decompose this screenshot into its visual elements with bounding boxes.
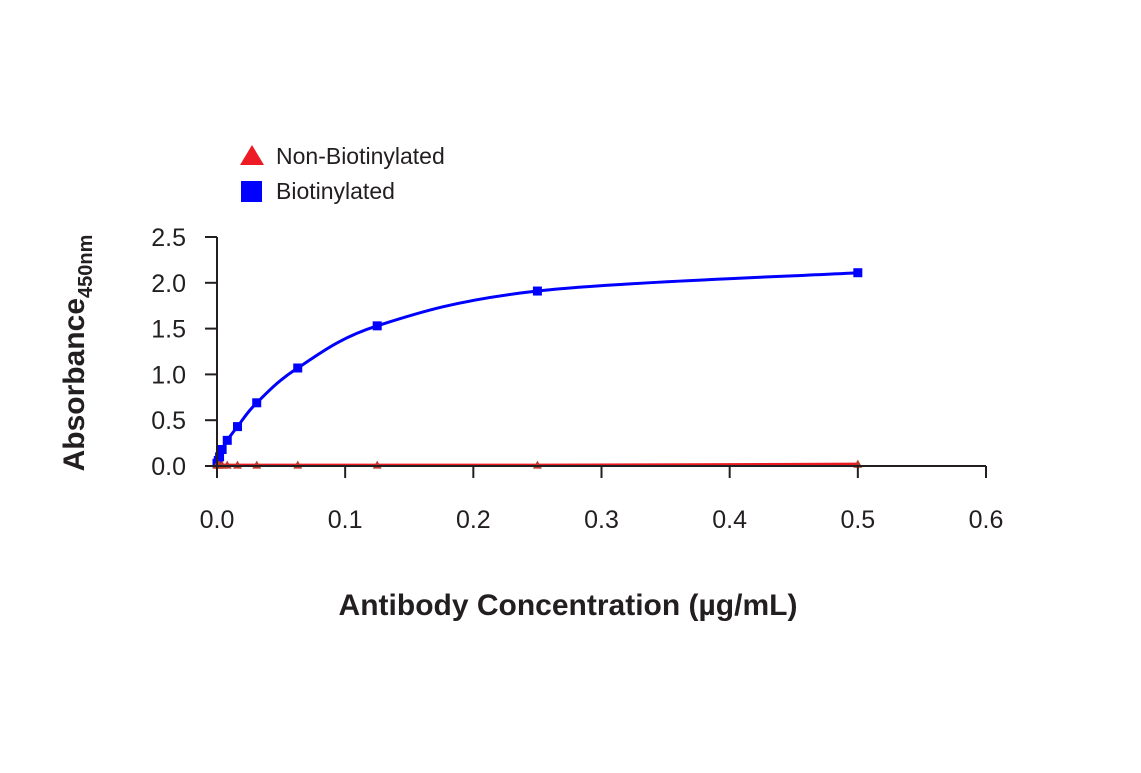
data-point-biotinylated — [853, 268, 863, 278]
x-tick-label: 0.0 — [200, 506, 235, 534]
x-tick-label: 0.4 — [712, 506, 747, 534]
y-axis-title: Absorbance450nm — [58, 235, 97, 472]
data-point-biotinylated — [293, 363, 303, 373]
data-point-biotinylated — [215, 452, 225, 462]
x-tick-label: 0.5 — [840, 506, 875, 534]
data-point-biotinylated — [372, 321, 382, 331]
y-axis-title-main: Absorbance — [58, 298, 91, 471]
y-axis-title-subscript: 450nm — [75, 235, 97, 298]
x-tick-label: 0.1 — [328, 506, 363, 534]
x-tick-label: 0.2 — [456, 506, 491, 534]
axes — [205, 236, 987, 478]
legend-marker-biotinylated — [241, 181, 262, 202]
data-point-biotinylated — [222, 435, 232, 445]
tick-labels: 0.0 0.1 0.2 0.3 0.4 0.5 0.6 0.0 0.5 1.0 1.5 2.0 2.5 — [151, 224, 1003, 534]
y-tick-label: 0.5 — [151, 407, 186, 435]
x-tick-label: 0.6 — [969, 506, 1004, 534]
data-point-biotinylated — [252, 398, 262, 408]
y-tick-label: 1.0 — [151, 361, 186, 389]
data-point-biotinylated — [217, 445, 227, 455]
series-markers — [212, 268, 863, 469]
legend-label-non-biotinylated: Non-Biotinylated — [276, 143, 445, 169]
legend-label-biotinylated: Biotinylated — [276, 178, 395, 204]
x-axis-title: Antibody Concentration (µg/mL) — [339, 589, 798, 622]
y-tick-label: 2.0 — [151, 270, 186, 298]
data-point-biotinylated — [532, 286, 542, 296]
data-point-biotinylated — [233, 422, 243, 432]
series-curves — [215, 271, 858, 467]
y-tick-label: 2.5 — [151, 224, 186, 252]
x-tick-label: 0.3 — [584, 506, 619, 534]
legend-marker-non-biotinylated — [240, 145, 264, 165]
legend: Non-Biotinylated Biotinylated — [240, 143, 445, 204]
y-tick-label: 0.0 — [151, 453, 186, 481]
y-tick-label: 1.5 — [151, 316, 186, 344]
series-line-biotinylated — [215, 271, 858, 464]
